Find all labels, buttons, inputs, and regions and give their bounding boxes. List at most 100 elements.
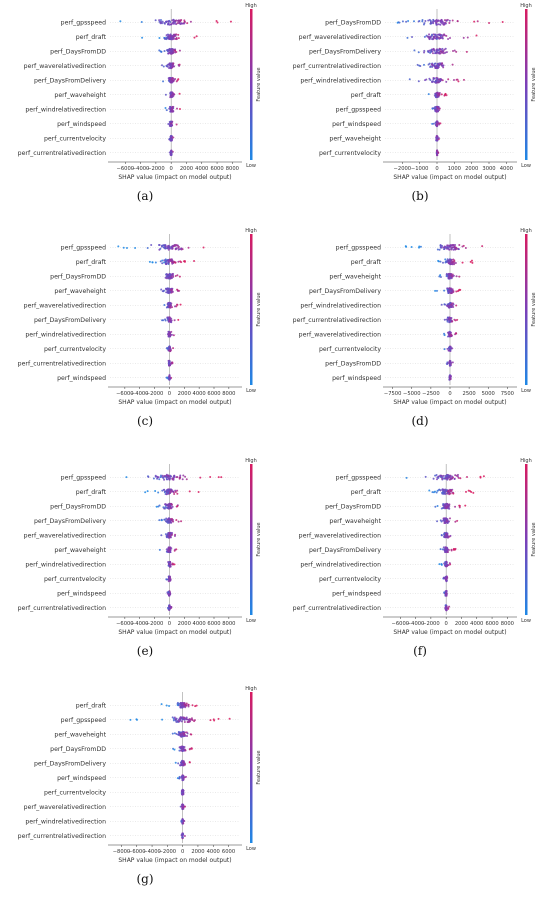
- shap-point: [177, 762, 180, 765]
- shap-point: [432, 36, 435, 39]
- shap-point: [188, 761, 191, 764]
- shap-point: [184, 775, 187, 778]
- shap-point: [445, 489, 448, 492]
- feature-label: perf_currentvelocity: [319, 150, 381, 157]
- shap-point: [434, 67, 437, 70]
- shap-point: [161, 489, 164, 492]
- shap-point: [448, 346, 451, 349]
- shap-point: [171, 77, 174, 80]
- shap-point: [455, 332, 458, 335]
- feature-dots: [427, 91, 448, 99]
- colorbar: [250, 9, 253, 160]
- shap-point: [119, 20, 122, 23]
- shap-point: [448, 535, 451, 538]
- shap-point: [168, 577, 171, 580]
- shap-point: [158, 243, 161, 246]
- shap-point: [424, 79, 427, 82]
- shap-point: [170, 122, 173, 125]
- shap-point: [416, 63, 419, 66]
- feature-label: perf_draft: [351, 92, 382, 99]
- shap-point: [117, 245, 120, 248]
- colorbar-high-label: High: [245, 458, 257, 464]
- shap-point: [177, 37, 180, 40]
- shap-point: [412, 20, 415, 23]
- shap-point: [444, 578, 447, 581]
- shap-point: [164, 245, 167, 248]
- colorbar: [250, 464, 253, 615]
- feature-dots: [404, 244, 484, 251]
- shap-point: [446, 478, 449, 481]
- shap-point: [446, 535, 449, 538]
- feature-label: perf_draft: [76, 489, 107, 496]
- feature-label: perf_waverelativedirection: [299, 34, 381, 41]
- shap-point: [168, 518, 171, 521]
- shap-chart-e: perf_gpsspeed perf_draft perf_DaysFromDDpe…: [18, 458, 262, 658]
- shap-point: [470, 259, 473, 262]
- shap-point: [169, 258, 172, 261]
- shap-point: [181, 775, 184, 778]
- feature-dots: [165, 345, 175, 353]
- shap-point: [161, 259, 164, 262]
- shap-point: [446, 492, 449, 495]
- shap-point: [172, 18, 175, 21]
- shap-point: [158, 478, 161, 481]
- shap-point: [432, 76, 435, 79]
- shap-point: [170, 49, 173, 52]
- shap-point: [452, 476, 455, 479]
- x-tick-label: −6000: [116, 391, 134, 397]
- shap-point: [174, 761, 177, 764]
- feature-label: perf_waveheight: [329, 518, 381, 525]
- feature-dots: [443, 330, 458, 338]
- shap-point: [451, 19, 454, 22]
- shap-point: [169, 550, 172, 553]
- shap-point: [438, 34, 441, 37]
- shap-point: [168, 704, 171, 707]
- shap-point: [438, 563, 441, 566]
- shap-point: [165, 291, 168, 294]
- shap-point: [167, 48, 170, 51]
- colorbar-high-label: High: [245, 228, 257, 234]
- shap-point: [146, 247, 149, 250]
- shap-point: [448, 507, 451, 510]
- feature-dots: [405, 473, 485, 481]
- feature-label: perf_waverelativedirection: [24, 302, 106, 309]
- feature-label: perf_DaysFromDD: [325, 503, 381, 510]
- shap-point: [173, 492, 176, 495]
- shap-point: [171, 362, 174, 365]
- colorbar-high-label: High: [245, 3, 257, 9]
- shap-point: [445, 503, 448, 506]
- shap-point: [458, 244, 461, 247]
- shap-point: [429, 66, 432, 69]
- x-tick-label: −6000: [128, 849, 146, 855]
- shap-point: [185, 716, 188, 719]
- shap-point: [458, 506, 461, 509]
- shap-point: [183, 19, 186, 22]
- shap-point: [183, 702, 186, 705]
- shap-point: [437, 23, 440, 26]
- shap-point: [408, 78, 411, 81]
- shap-point: [173, 33, 176, 36]
- shap-point: [418, 246, 421, 249]
- shap-point: [165, 287, 168, 290]
- shap-point: [459, 477, 462, 480]
- feature-dots: [166, 604, 173, 611]
- shap-point: [442, 506, 445, 509]
- feature-label: perf_draft: [351, 259, 382, 266]
- shap-point: [434, 20, 437, 23]
- shap-point: [444, 490, 447, 493]
- shap-point: [168, 34, 171, 37]
- shap-point: [455, 50, 458, 53]
- feature-label: perf_DaysFromDelivery: [309, 48, 381, 55]
- feature-dots: [158, 517, 183, 524]
- shap-point: [176, 274, 179, 277]
- shap-point: [454, 319, 457, 322]
- shap-point: [448, 305, 451, 308]
- feature-dots: [160, 62, 181, 70]
- shap-point: [171, 105, 174, 108]
- shap-point: [451, 347, 454, 350]
- x-tick-label: −6000: [117, 166, 135, 172]
- shap-point: [447, 276, 450, 279]
- shap-point: [169, 565, 172, 568]
- shap-point: [195, 704, 198, 707]
- shap-point: [445, 546, 448, 549]
